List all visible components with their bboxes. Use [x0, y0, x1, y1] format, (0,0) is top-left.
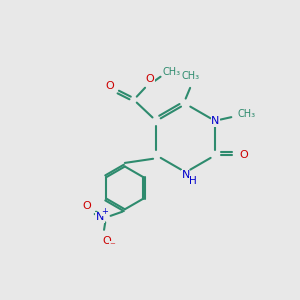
Text: CH₃: CH₃	[163, 67, 181, 77]
Text: O: O	[146, 74, 154, 84]
Text: ⁻: ⁻	[110, 242, 115, 251]
Text: N: N	[182, 170, 190, 180]
Text: +: +	[101, 207, 108, 216]
Text: O: O	[240, 150, 248, 160]
Text: N: N	[211, 116, 220, 126]
Text: CH₃: CH₃	[237, 109, 255, 119]
Text: O: O	[102, 236, 111, 246]
Text: O: O	[105, 81, 114, 91]
Text: O: O	[82, 201, 91, 211]
Text: H: H	[189, 176, 197, 186]
Text: CH₃: CH₃	[181, 71, 199, 81]
Text: N: N	[96, 212, 104, 222]
